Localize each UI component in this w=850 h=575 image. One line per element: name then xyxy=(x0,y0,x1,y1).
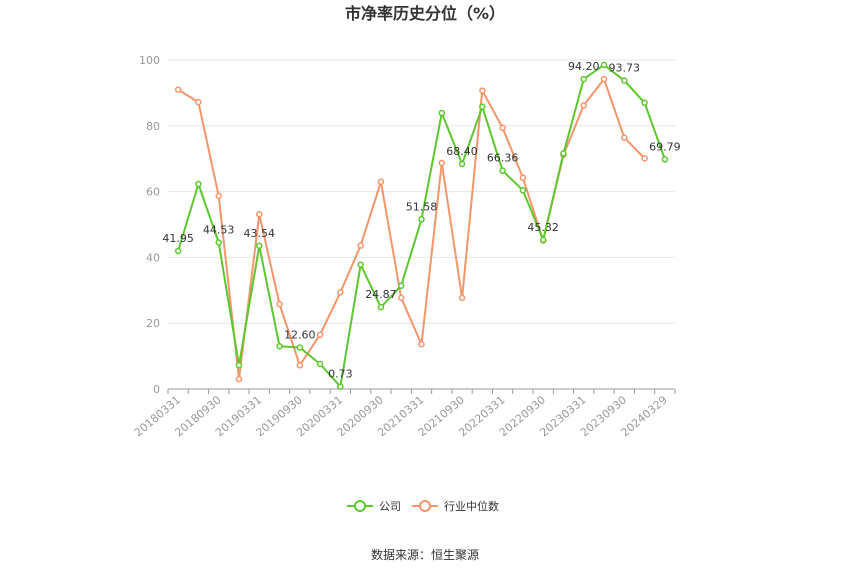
legend[interactable]: 公司 行业中位数 xyxy=(347,499,499,513)
data-point-company xyxy=(661,156,669,163)
legend-marker xyxy=(354,500,366,512)
y-tick-label: 80 xyxy=(146,120,160,133)
y-tick-label: 60 xyxy=(146,186,160,199)
data-point-company xyxy=(600,61,608,69)
legend-label: 行业中位数 xyxy=(444,499,499,513)
data-point-company xyxy=(621,77,628,84)
data-point-company xyxy=(377,303,385,311)
data-point-industry-median xyxy=(256,211,263,218)
grid-lines xyxy=(168,59,675,324)
data-point-company xyxy=(337,383,344,390)
source-text: 数据来源：恒生聚源 xyxy=(371,547,479,562)
data-point-company xyxy=(418,216,425,223)
data-label: 68.40 xyxy=(446,145,478,158)
data-point-company xyxy=(256,242,263,250)
data-label: 69.79 xyxy=(649,140,681,153)
data-label: 45.32 xyxy=(527,221,559,234)
data-label: 66.36 xyxy=(487,152,519,165)
data-label: 94.20 xyxy=(568,60,600,73)
legend-label: 公司 xyxy=(379,500,401,513)
data-point-company xyxy=(235,362,243,369)
axes: 0204060801002018033120180930201903312019… xyxy=(132,54,676,439)
data-point-company xyxy=(215,239,222,246)
data-point-industry-median xyxy=(195,98,202,106)
data-point-company xyxy=(641,99,648,107)
data-point-company xyxy=(519,187,527,194)
data-point-company xyxy=(276,342,283,350)
data-label: 44.53 xyxy=(203,223,235,236)
data-label: 41.95 xyxy=(162,232,194,245)
data-label: 51.58 xyxy=(406,200,438,213)
data-point-industry-median xyxy=(621,134,628,141)
data-point-company xyxy=(397,282,405,289)
data-point-company xyxy=(316,360,324,368)
data-point-industry-median xyxy=(519,174,527,182)
data-point-industry-median xyxy=(397,294,405,302)
data-point-company xyxy=(438,109,446,117)
data-point-industry-median xyxy=(174,86,182,93)
data-point-industry-median xyxy=(600,75,608,83)
y-tick-label: 100 xyxy=(139,54,160,67)
data-label: 43.54 xyxy=(244,227,276,240)
y-tick-label: 20 xyxy=(146,317,160,330)
data-point-company xyxy=(357,261,364,268)
data-label: 0.73 xyxy=(328,368,353,381)
data-point-industry-median xyxy=(357,242,364,249)
data-point-industry-median xyxy=(276,300,283,308)
legend-marker xyxy=(419,500,431,512)
data-label: 93.73 xyxy=(609,62,641,75)
data-label: 12.60 xyxy=(284,329,316,342)
y-tick-label: 40 xyxy=(146,251,160,264)
data-point-industry-median xyxy=(438,159,446,167)
data-point-industry-median xyxy=(479,87,486,94)
data-point-industry-median xyxy=(215,192,222,200)
data-point-company xyxy=(560,150,567,157)
data-point-industry-median xyxy=(580,102,587,109)
data-label: 24.87 xyxy=(365,288,397,301)
data-point-industry-median xyxy=(499,124,506,132)
data-point-company xyxy=(458,160,466,168)
data-point-industry-median xyxy=(235,375,243,383)
data-point-company xyxy=(499,167,506,174)
data-point-industry-median xyxy=(418,341,425,348)
data-labels: 41.95 44.53 43.54 12.60 0.73 24.87 51.58 68.40 6… xyxy=(162,60,680,381)
data-point-industry-median xyxy=(458,294,466,302)
data-point-company xyxy=(539,236,547,244)
data-point-industry-median xyxy=(377,178,385,185)
data-point-industry-median xyxy=(337,289,344,296)
data-point-company xyxy=(580,75,587,83)
data-point-company xyxy=(296,344,304,351)
data-point-company xyxy=(195,180,202,188)
data-point-company xyxy=(174,247,182,255)
data-point-industry-median xyxy=(296,362,304,369)
data-point-industry-median xyxy=(316,331,324,338)
series-layer xyxy=(174,61,669,390)
data-point-company xyxy=(479,103,486,110)
series-line-industry-median xyxy=(177,78,646,381)
chart-title: 市净率历史分位（%） xyxy=(345,4,505,23)
y-tick-label: 0 xyxy=(153,383,160,396)
data-point-industry-median xyxy=(641,155,648,162)
